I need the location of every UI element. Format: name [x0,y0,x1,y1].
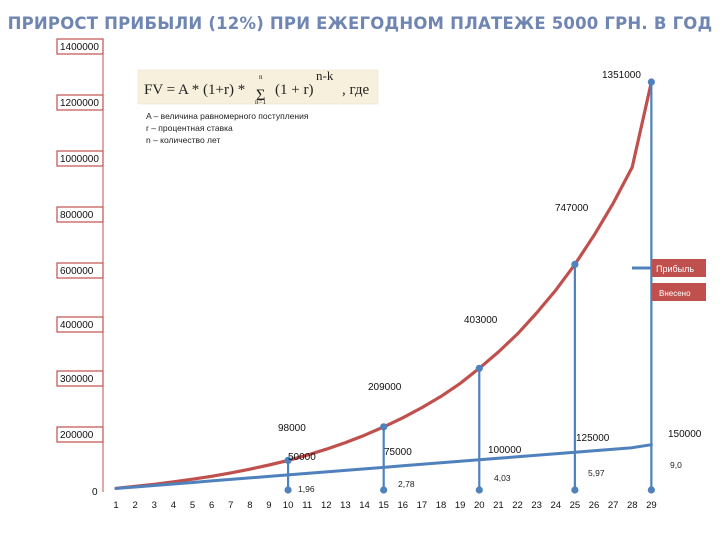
formula-sum-upper: n [259,73,263,81]
x-tick-label: 11 [302,500,312,511]
x-tick-label: 16 [398,500,409,511]
y-tick-label: 1200000 [60,98,99,109]
note-n: n – количество лет [146,135,220,145]
base-marker [475,486,483,494]
ratio-label: 4,03 [494,473,511,483]
formula-term: (1 + r) [275,82,313,98]
profit-marker [475,364,483,372]
sigma-icon: Σ [256,87,265,104]
x-tick-label: 24 [550,500,561,511]
x-tick-label: 14 [359,500,370,511]
data-labels: 98000 209000 403000 747000 1351000 50000 75000… [278,70,702,494]
profit-marker [284,456,292,465]
x-tick-label: 28 [627,500,638,511]
note-r: r – процентная ставка [146,123,233,133]
profit-value-label: 747000 [555,203,589,214]
formula-exponent: n-k [316,68,334,83]
x-tick-label: 21 [493,500,504,511]
x-tick-label: 20 [474,500,485,511]
profit-marker [380,423,388,431]
note-a: A – величина равномерного поступления [146,111,309,121]
y-tick-label: 800000 [60,210,94,221]
legend-invested-label: Внесено [659,289,691,298]
x-tick-label: 19 [455,500,466,511]
legend-profit-swatch [652,259,706,277]
base-marker [571,486,579,494]
x-tick-label: 29 [646,500,657,511]
x-tick-label: 12 [321,500,332,511]
legend: Прибыль Внесено [632,259,706,301]
x-tick-label: 3 [152,500,157,511]
profit-marker [571,260,579,269]
profit-marker [647,78,655,86]
x-tick-label: 9 [266,500,271,511]
x-tick-label: 17 [417,500,428,511]
x-tick-label: 25 [570,500,581,511]
y-axis-boxes: 1400000 1200000 1000000 800000 600000 400000 3… [56,38,104,498]
y-tick-label: 200000 [60,430,94,441]
x-tick-label: 18 [436,500,447,511]
x-tick-label: 27 [608,500,619,511]
x-tick-label: 23 [531,500,542,511]
y-tick-label: 0 [92,487,98,498]
formula-main: FV = A * (1+r) * [144,82,245,98]
base-marker [647,486,655,494]
y-tick-label: 300000 [60,374,94,385]
ratio-label: 9,0 [670,460,682,470]
base-marker [380,486,388,494]
x-tick-label: 4 [171,500,176,511]
profit-value-label: 403000 [464,315,498,326]
x-tick-label: 13 [340,500,351,511]
x-tick-label: 2 [132,500,137,511]
legend-profit-label: Прибыль [656,264,694,274]
invested-value-label: 125000 [576,433,610,444]
x-tick-label: 5 [190,500,195,511]
ratio-label: 2,78 [398,479,415,489]
invested-value-label: 75000 [384,447,412,458]
x-tick-label: 1 [113,500,118,511]
profit-value-label: 1351000 [602,70,641,81]
profit-value-label: 98000 [278,423,306,434]
base-marker [284,486,292,494]
y-tick-label: 400000 [60,320,94,331]
legend-invested-swatch [652,283,706,301]
chart-title: ПРИРОСТ ПРИБЫЛИ (12%) ПРИ ЕЖЕГОДНОМ ПЛАТ… [7,14,713,33]
x-tick-label: 26 [589,500,600,511]
formula-suffix: , где [342,82,370,98]
formula-notes: A – величина равномерного поступления r … [146,111,309,145]
x-tick-label: 22 [512,500,523,511]
y-tick-label: 600000 [60,266,94,277]
invested-value-label: 100000 [488,445,522,456]
y-tick-label: 1000000 [60,154,99,165]
ratio-label: 1,96 [298,484,315,494]
x-tick-label: 6 [209,500,214,511]
x-tick-label: 8 [247,500,252,511]
formula-sum-lower: n=1 [255,98,266,106]
x-tick-label: 7 [228,500,233,511]
x-tick-label: 10 [283,500,294,511]
y-tick-label: 1400000 [60,42,99,53]
invested-value-label: 150000 [668,429,702,440]
formula-box: FV = A * (1+r) * Σ n n=1 (1 + r) n-k , г… [137,68,379,106]
profit-value-label: 209000 [368,382,402,393]
highlight-drop-lines [284,78,655,494]
x-tick-label: 15 [378,500,389,511]
invested-value-label: 50000 [288,452,316,463]
x-axis: 1 2 3 4 5 6 7 8 9 10 11 12 13 14 15 16 17 18 19 20 21 22 23 24 2… [113,500,656,511]
ratio-label: 5,97 [588,468,605,478]
